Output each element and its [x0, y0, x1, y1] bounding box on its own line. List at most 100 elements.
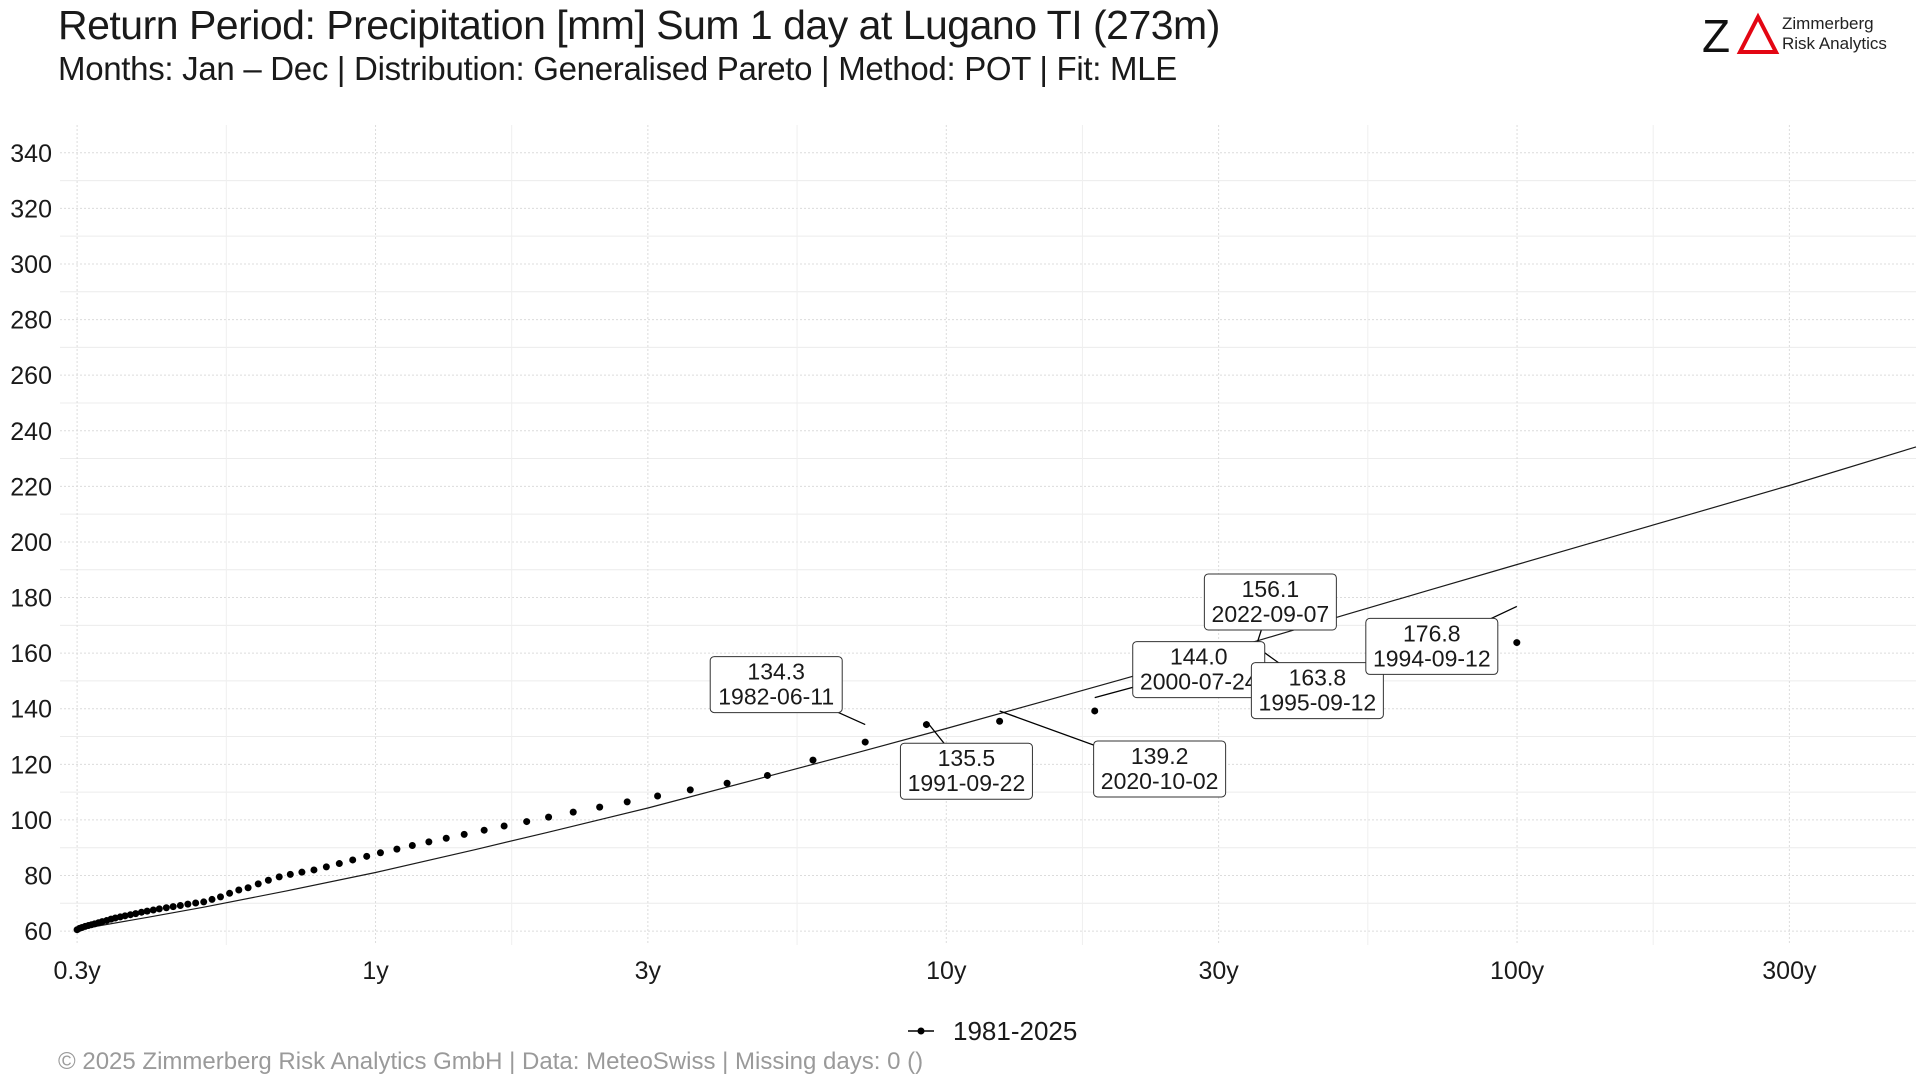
y-tick-label: 300 — [10, 251, 52, 279]
data-point — [244, 884, 252, 892]
y-tick-label: 280 — [10, 307, 52, 335]
data-point — [132, 910, 140, 918]
data-point — [184, 900, 192, 908]
logo-mark-delta — [1736, 12, 1780, 54]
annotation-value: 156.1 — [1242, 576, 1300, 602]
legend-point — [917, 1027, 925, 1035]
data-point — [208, 895, 216, 903]
data-point — [480, 826, 488, 834]
data-point — [286, 870, 294, 878]
data-point — [460, 830, 468, 838]
data-point — [763, 771, 771, 779]
annotation-value: 135.5 — [938, 745, 996, 771]
x-tick-label: 100y — [1490, 957, 1545, 985]
data-point — [126, 911, 134, 919]
axes: 60 80 100 120 140 160 180 200 220 240 260 280 300 320… — [10, 140, 1817, 985]
data-point — [363, 852, 371, 860]
data-points — [73, 639, 1521, 934]
chart-subtitle: Months: Jan – Dec | Distribution: Genera… — [58, 50, 1177, 87]
logo-text: Zimmerberg Risk Analytics — [1782, 14, 1887, 54]
data-point — [654, 792, 662, 800]
y-tick-label: 180 — [10, 585, 52, 613]
data-point — [545, 813, 553, 821]
annotation-value: 176.8 — [1403, 620, 1461, 646]
data-point — [1091, 707, 1099, 715]
data-point — [200, 898, 208, 906]
data-point — [523, 818, 531, 826]
data-point — [442, 834, 450, 842]
data-point — [500, 822, 508, 830]
annotation-date: 1982-06-11 — [718, 684, 834, 710]
data-point — [121, 912, 129, 920]
data-point — [169, 903, 177, 911]
y-tick-label: 320 — [10, 195, 52, 223]
data-point — [335, 860, 343, 868]
data-point — [162, 904, 170, 912]
annotation-box — [709, 656, 843, 714]
annotation-date: 2020-10-02 — [1101, 768, 1219, 794]
annotation-date: 1994-09-12 — [1373, 645, 1491, 671]
annotation-value: 163.8 — [1289, 665, 1347, 691]
annotation-value: 139.2 — [1131, 743, 1189, 769]
logo-mark-icon: Z — [1702, 10, 1780, 60]
data-point — [393, 845, 401, 853]
logo-line1: Zimmerberg — [1782, 14, 1874, 33]
y-tick-label: 240 — [10, 418, 52, 446]
data-point — [155, 905, 163, 913]
x-tick-label: 3y — [635, 957, 662, 985]
data-point — [1513, 639, 1521, 647]
y-tick-label: 200 — [10, 529, 52, 557]
data-point — [137, 908, 145, 916]
data-point — [623, 798, 631, 806]
data-point — [861, 738, 869, 746]
logo-line2: Risk Analytics — [1782, 34, 1887, 53]
annotation-box — [1093, 740, 1227, 798]
x-tick-label: 0.3y — [53, 957, 101, 985]
y-tick-label: 220 — [10, 473, 52, 501]
data-point — [922, 721, 930, 729]
data-point — [235, 886, 243, 894]
legend-label: 1981-2025 — [953, 1016, 1077, 1046]
annotation-date: 2000-07-24 — [1140, 669, 1258, 695]
x-tick-label: 30y — [1198, 957, 1239, 985]
legend: 1981-2025 — [908, 1016, 1077, 1046]
y-tick-label: 140 — [10, 696, 52, 724]
y-tick-label: 120 — [10, 751, 52, 779]
fit-layer — [76, 446, 1917, 931]
data-point — [254, 880, 262, 888]
data-point — [996, 717, 1004, 725]
fit-curve — [76, 446, 1917, 931]
annotation-date: 1995-09-12 — [1259, 690, 1377, 716]
data-point — [408, 841, 416, 849]
grid — [60, 125, 1916, 945]
y-tick-label: 100 — [10, 807, 52, 835]
y-tick-label: 60 — [24, 918, 52, 946]
y-tick-label: 160 — [10, 640, 52, 668]
data-point — [143, 907, 151, 915]
logo-mark-z: Z — [1702, 10, 1730, 60]
x-tick-label: 1y — [362, 957, 389, 985]
data-point — [809, 756, 817, 764]
annotation-box — [1250, 662, 1384, 720]
x-tick-label: 10y — [926, 957, 967, 985]
annotation-box — [1203, 573, 1337, 631]
annotation-box — [899, 742, 1033, 800]
y-tick-label: 340 — [10, 140, 52, 168]
annotation-value: 144.0 — [1170, 644, 1228, 670]
data-point — [322, 863, 330, 871]
chart-title: Return Period: Precipitation [mm] Sum 1 … — [58, 2, 1220, 48]
data-point — [686, 786, 694, 794]
data-point — [192, 899, 200, 907]
data-point — [596, 803, 604, 811]
data-point — [275, 873, 283, 881]
data-point — [723, 779, 731, 787]
data-point — [216, 893, 224, 901]
footer-credit: © 2025 Zimmerberg Risk Analytics GmbH | … — [58, 1048, 924, 1075]
